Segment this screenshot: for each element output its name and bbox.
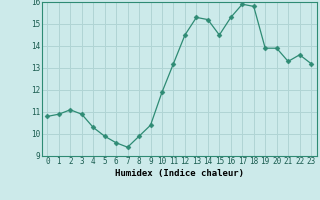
X-axis label: Humidex (Indice chaleur): Humidex (Indice chaleur) — [115, 169, 244, 178]
